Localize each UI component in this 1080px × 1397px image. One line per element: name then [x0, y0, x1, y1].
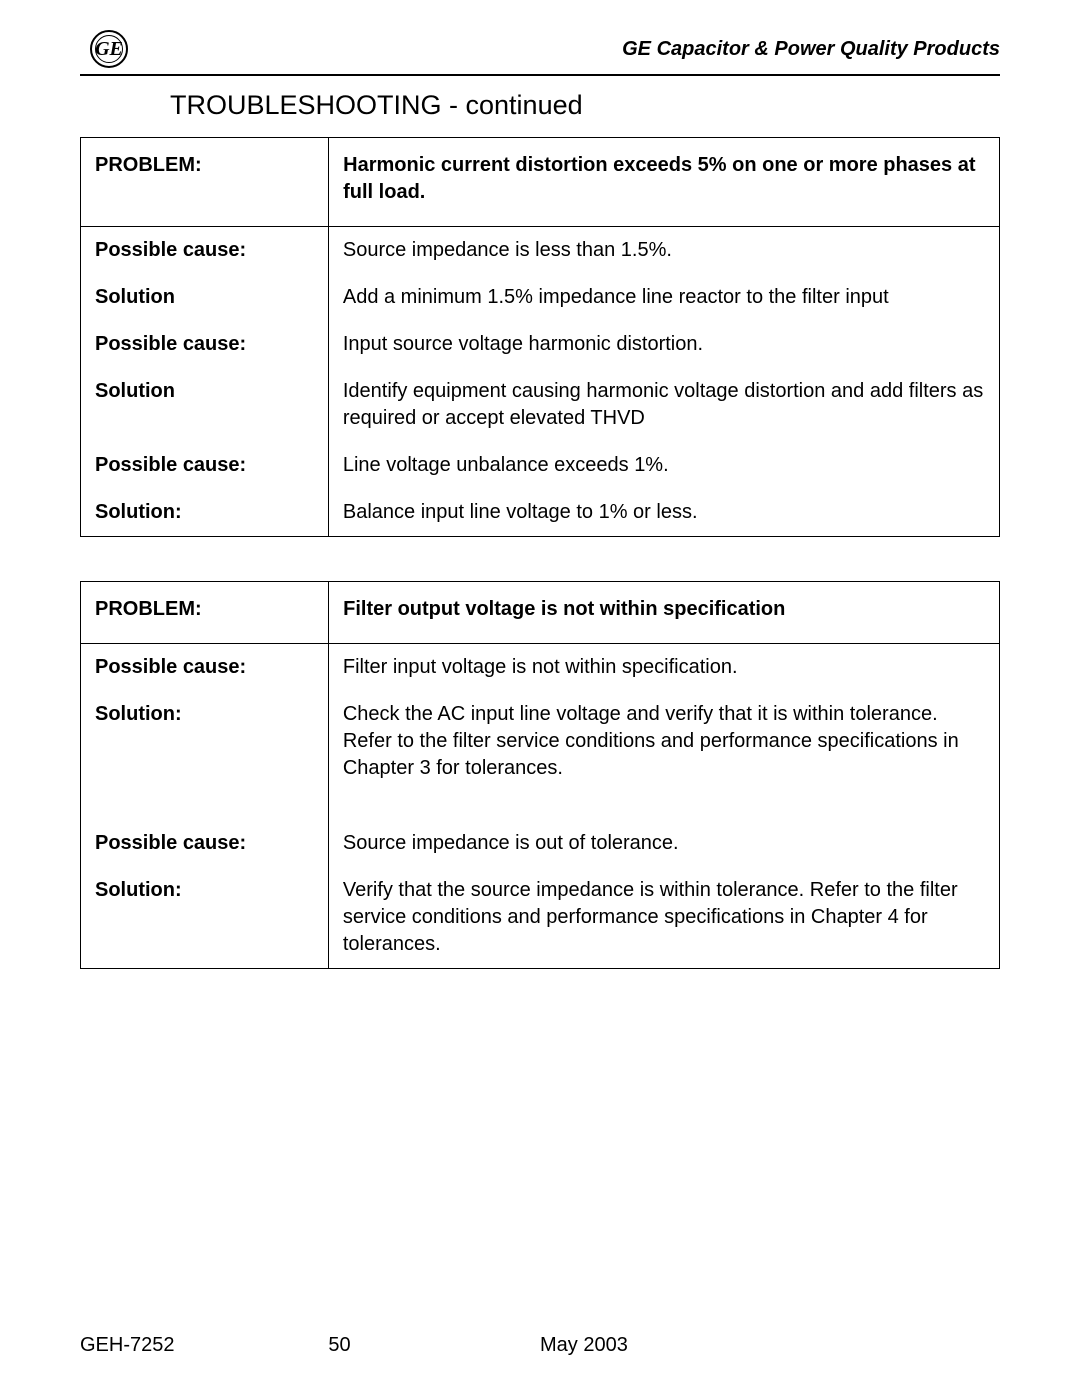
- table-row-gap: [81, 792, 999, 820]
- table-row: Possible cause:Filter input voltage is n…: [81, 644, 999, 691]
- table-row: Possible cause:Source impedance is out o…: [81, 820, 999, 867]
- table-row: Solution:Check the AC input line voltage…: [81, 691, 999, 792]
- row-label: Possible cause:: [81, 644, 329, 691]
- table-row: Possible cause:Source impedance is less …: [81, 227, 999, 274]
- row-label: Solution:: [81, 691, 329, 792]
- table-row: SolutionIdentify equipment causing harmo…: [81, 368, 999, 442]
- section-title: TROUBLESHOOTING - continued: [170, 90, 1000, 121]
- table-header-row: PROBLEM: Harmonic current distortion exc…: [81, 138, 1000, 227]
- row-text: Add a minimum 1.5% impedance line reacto…: [329, 274, 999, 321]
- problem-table-1: PROBLEM: Harmonic current distortion exc…: [80, 137, 1000, 537]
- row-text: Filter input voltage is not within speci…: [329, 644, 999, 691]
- ge-logo-icon: GE: [90, 30, 128, 68]
- row-text: Line voltage unbalance exceeds 1%.: [329, 442, 999, 489]
- table-body-row: Possible cause:Filter input voltage is n…: [81, 644, 1000, 969]
- row-text: Check the AC input line voltage and veri…: [329, 691, 999, 792]
- row-text: Source impedance is less than 1.5%.: [329, 227, 999, 274]
- row-label: Possible cause:: [81, 820, 329, 867]
- row-text: Input source voltage harmonic distortion…: [329, 321, 999, 368]
- table-body-row: Possible cause:Source impedance is less …: [81, 227, 1000, 537]
- row-label: Solution: [81, 274, 329, 321]
- page: GE GE Capacitor & Power Quality Products…: [0, 0, 1080, 969]
- row-label: Possible cause:: [81, 321, 329, 368]
- row-label: Solution: [81, 368, 329, 442]
- table-row: Solution:Balance input line voltage to 1…: [81, 489, 999, 536]
- problem-label: PROBLEM:: [81, 582, 329, 644]
- page-footer: GEH-7252 50 May 2003: [80, 1334, 1000, 1357]
- table-row: Possible cause:Input source voltage harm…: [81, 321, 999, 368]
- row-label: Possible cause:: [81, 442, 329, 489]
- table-row: Possible cause:Line voltage unbalance ex…: [81, 442, 999, 489]
- row-text: Verify that the source impedance is with…: [329, 867, 999, 968]
- problem-label: PROBLEM:: [81, 138, 329, 227]
- row-text: Identify equipment causing harmonic volt…: [329, 368, 999, 442]
- row-label: Solution:: [81, 489, 329, 536]
- table-header-row: PROBLEM: Filter output voltage is not wi…: [81, 582, 1000, 644]
- problem-description: Filter output voltage is not within spec…: [329, 582, 1000, 644]
- doc-date: May 2003: [540, 1334, 1000, 1357]
- page-number: 50: [328, 1334, 540, 1357]
- row-label: Possible cause:: [81, 227, 329, 274]
- row-text: Source impedance is out of tolerance.: [329, 820, 999, 867]
- row-text: Balance input line voltage to 1% or less…: [329, 489, 999, 536]
- page-header: GE GE Capacitor & Power Quality Products: [80, 30, 1000, 76]
- logo-text: GE: [95, 38, 123, 61]
- table-row: SolutionAdd a minimum 1.5% impedance lin…: [81, 274, 999, 321]
- problem-description: Harmonic current distortion exceeds 5% o…: [329, 138, 1000, 227]
- table-row: Solution:Verify that the source impedanc…: [81, 867, 999, 968]
- doc-id: GEH-7252: [80, 1334, 328, 1357]
- row-label: Solution:: [81, 867, 329, 968]
- product-line-title: GE Capacitor & Power Quality Products: [622, 38, 1000, 61]
- problem-table-2: PROBLEM: Filter output voltage is not wi…: [80, 581, 1000, 969]
